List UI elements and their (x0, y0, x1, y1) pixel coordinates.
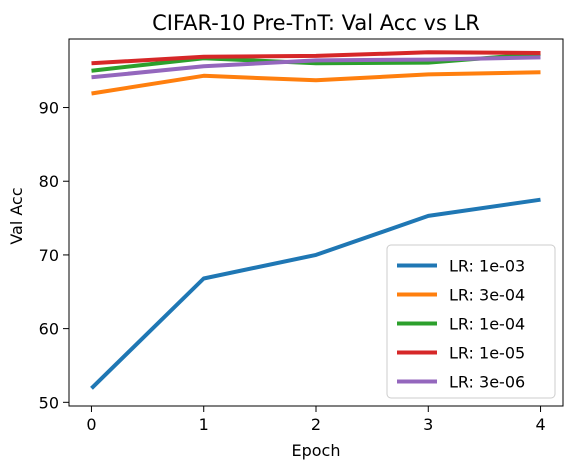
x-tick-label-1: 1 (199, 415, 209, 434)
legend-label-4: LR: 3e-06 (449, 373, 525, 392)
legend: LR: 1e-03 LR: 3e-04 LR: 1e-04 LR: 1e-05 LR: … (386, 244, 556, 399)
y-tick-label-70: 70 (39, 246, 59, 265)
legend-label-0: LR: 1e-03 (449, 257, 525, 276)
legend-label-3: LR: 1e-05 (449, 344, 525, 363)
series-line-4 (91, 55, 541, 80)
legend-label-1: LR: 3e-04 (449, 286, 525, 305)
chart-title: CIFAR-10 Pre-TnT: Val Acc vs LR (152, 11, 480, 35)
x-axis-ticks: 0 1 2 3 4 (86, 406, 546, 434)
y-tick-label-50: 50 (39, 393, 59, 412)
series-line-0 (90, 197, 541, 390)
x-tick-label-2: 2 (311, 415, 321, 434)
x-tick-label-0: 0 (86, 415, 96, 434)
axes-frame (68, 38, 564, 407)
legend-box (386, 244, 556, 399)
y-tick-label-90: 90 (39, 99, 59, 118)
x-axis-label: Epoch (292, 441, 341, 460)
legend-label-2: LR: 1e-04 (449, 315, 525, 334)
series-line-3 (91, 50, 541, 66)
series-line-1 (91, 70, 541, 96)
series-lines (90, 50, 541, 390)
y-tick-label-60: 60 (39, 320, 59, 339)
y-axis-ticks: 50 60 70 80 90 (39, 99, 69, 412)
x-tick-label-3: 3 (423, 415, 433, 434)
x-tick-label-4: 4 (535, 415, 545, 434)
y-axis-label: Val Acc (7, 187, 26, 244)
y-tick-label-80: 80 (39, 172, 59, 191)
